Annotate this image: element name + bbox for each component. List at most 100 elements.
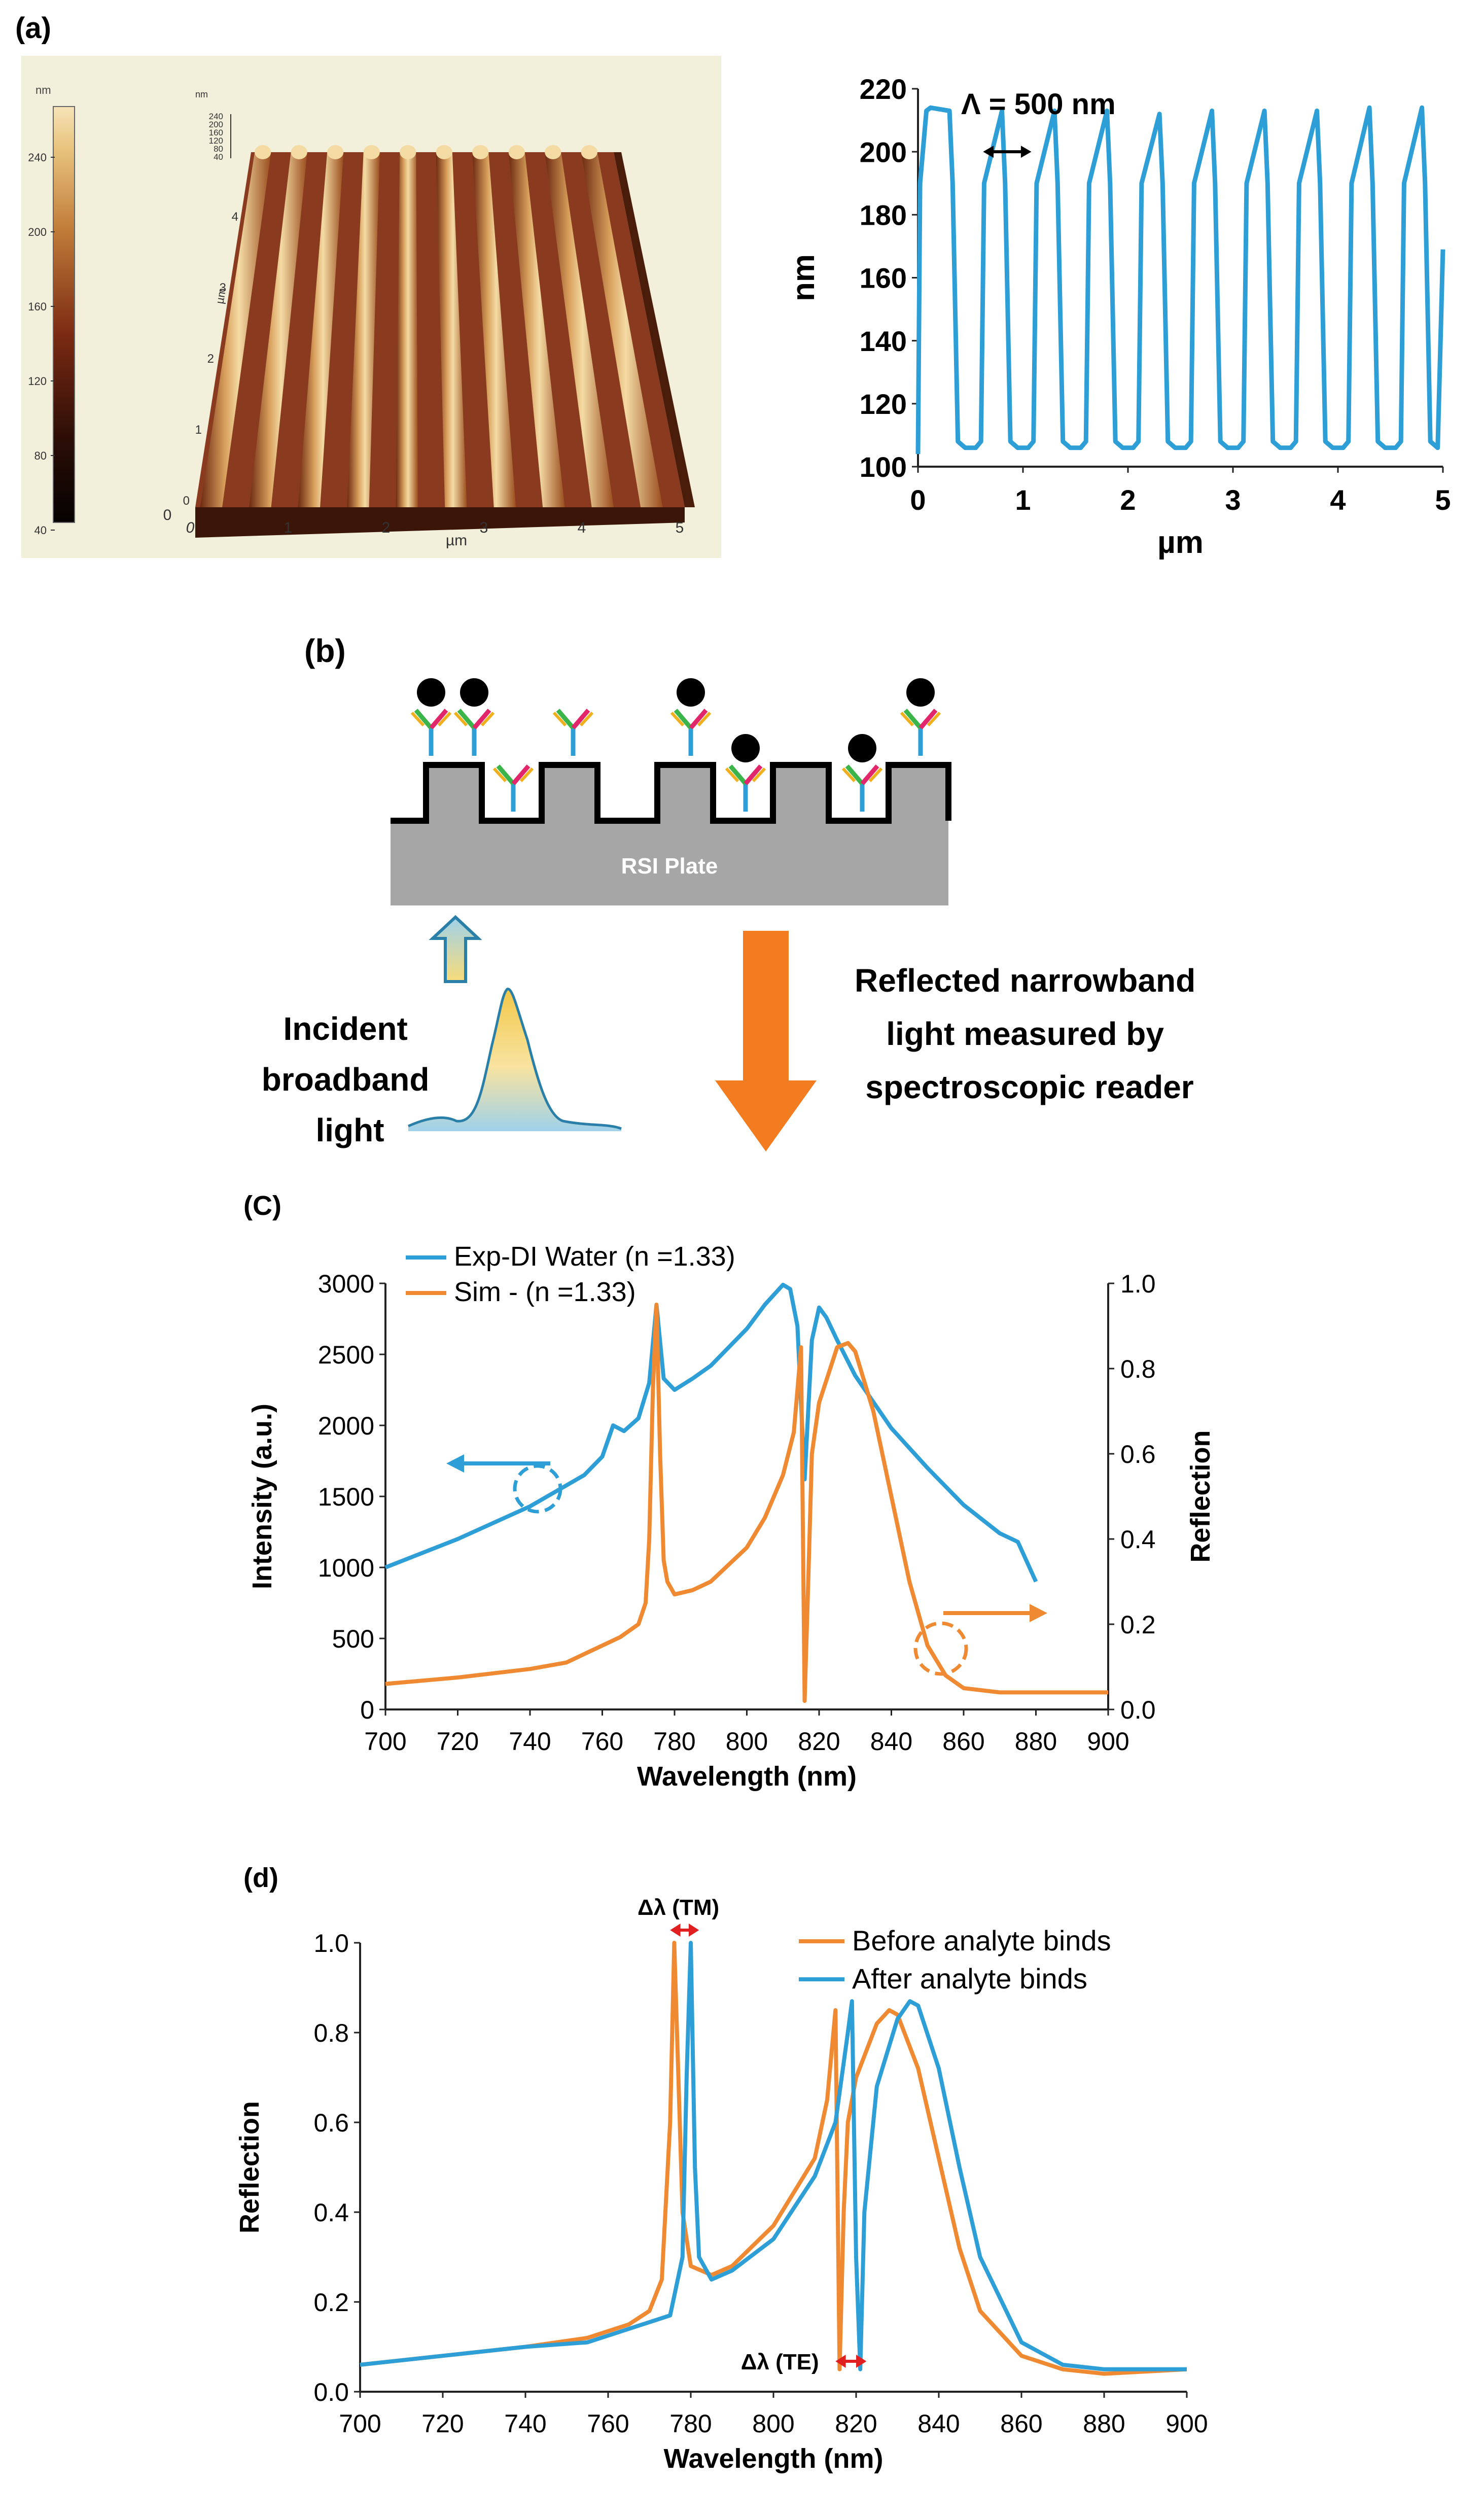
y-tick-label: 160 xyxy=(860,262,907,294)
colorbar-tick: 40 xyxy=(34,524,47,537)
afm-x-tick: 1 xyxy=(284,519,293,536)
afm-x-tick: 2 xyxy=(382,519,391,536)
y-tick-label: 3000 xyxy=(318,1270,374,1298)
antibody-icon xyxy=(552,709,594,756)
x-tick-label: 860 xyxy=(942,1727,984,1756)
label-b: (b) xyxy=(304,633,346,669)
y2-tick-label: 0.6 xyxy=(1120,1440,1156,1469)
afm-y-tick: 0 xyxy=(183,494,190,508)
reflected-label: Reflected narrowband light measured by s… xyxy=(855,962,1205,1105)
x-tick-label: 5 xyxy=(1435,484,1451,516)
x-tick-label: 2 xyxy=(1120,484,1136,516)
series-line-0 xyxy=(360,1941,1187,2376)
colorbar-tick: 200 xyxy=(28,226,47,238)
reflected-line-2: light measured by xyxy=(886,1016,1164,1052)
analyte-icon xyxy=(848,734,876,762)
colorbar-tick: 120 xyxy=(28,375,47,388)
y-axis-label: Intensity (a.u.) xyxy=(247,1404,277,1589)
y-tick-label: 140 xyxy=(860,325,907,357)
incident-spectrum xyxy=(408,989,621,1131)
y-tick-label: 180 xyxy=(860,199,907,231)
incident-line-2: broadband xyxy=(262,1061,430,1098)
analyte-icon xyxy=(460,678,488,707)
afm-ridge xyxy=(396,152,418,507)
series-line-1 xyxy=(385,1303,1108,1703)
z-tick: 240 xyxy=(209,112,223,121)
x-tick-label: 840 xyxy=(870,1727,912,1756)
z-tick: 80 xyxy=(214,144,223,154)
afm-y-tick: 2 xyxy=(207,352,214,366)
x-tick-label: 3 xyxy=(1225,484,1241,516)
x-tick-label: 700 xyxy=(364,1727,406,1756)
antibody-icon xyxy=(410,678,452,756)
y-tick-label: 0.4 xyxy=(313,2198,349,2227)
colorbar-unit: nm xyxy=(36,84,51,96)
analyte-icon xyxy=(677,678,705,707)
x-tick-label: 740 xyxy=(504,2409,546,2438)
series-line-0 xyxy=(384,1282,1038,1583)
x-tick-label: 780 xyxy=(653,1727,695,1756)
y-tick-label: 1500 xyxy=(318,1483,374,1511)
colorbar-tick: 80 xyxy=(34,449,47,462)
x-tick-label: 880 xyxy=(1015,1727,1057,1756)
afm-x-tick: 5 xyxy=(676,519,684,536)
rsi-plate xyxy=(391,819,948,905)
x-tick-label: 900 xyxy=(1087,1727,1129,1756)
afm-y-unit: µm xyxy=(213,287,228,305)
analyte-icon xyxy=(731,734,760,762)
afm-ridge xyxy=(200,152,271,507)
spectrum-chart-c: 700 720 740 760 780 800 820 840 860 880 900 0 500 100… xyxy=(247,1241,1216,1792)
x-tick-label: 720 xyxy=(437,1727,479,1756)
y-axis-label: Reflection xyxy=(234,2101,265,2233)
antibody-icon xyxy=(900,678,941,756)
afm-x-tick: 4 xyxy=(578,519,586,536)
z-tick: 160 xyxy=(209,128,223,137)
x-tick-label: 880 xyxy=(1083,2409,1125,2438)
x-tick-label: 780 xyxy=(669,2409,712,2438)
analyte-icon xyxy=(906,678,935,707)
y-axis-label: nm xyxy=(786,254,821,301)
y-tick-label: 220 xyxy=(860,73,907,105)
afm-y-tick: 4 xyxy=(232,210,238,224)
z-tick: 40 xyxy=(214,152,223,162)
label-c: (C) xyxy=(243,1191,281,1221)
x-tick-label: 800 xyxy=(752,2409,794,2438)
antibody-icon xyxy=(841,734,883,812)
y-tick-label: 120 xyxy=(860,388,907,420)
y-tick-label: 0.0 xyxy=(313,2378,349,2406)
afm-ridge xyxy=(472,152,516,507)
reflected-line-3: spectroscopic reader xyxy=(865,1069,1193,1105)
y2-tick-label: 0.8 xyxy=(1120,1355,1156,1383)
legend-label: Sim - (n =1.33) xyxy=(454,1277,636,1307)
rsi-schematic: RSI Plate Reflected narrowband light mea… xyxy=(262,678,1205,1151)
x-axis-label: Wavelength (nm) xyxy=(663,2443,883,2474)
x-tick-label: 700 xyxy=(339,2409,381,2438)
y2-tick-label: 0.4 xyxy=(1120,1525,1156,1554)
antibody-icon xyxy=(725,734,766,812)
incident-label: Incident broadband light xyxy=(262,1010,438,1148)
afm-ridge xyxy=(249,152,307,507)
x-tick-label: 760 xyxy=(587,2409,629,2438)
afm-ridge xyxy=(298,152,344,507)
x-tick-label: 740 xyxy=(509,1727,551,1756)
y2-tick-label: 1.0 xyxy=(1120,1270,1156,1298)
y-tick-label: 1.0 xyxy=(313,1929,349,1958)
z-tick: 120 xyxy=(209,136,223,146)
legend-label: Exp-DI Water (n =1.33) xyxy=(454,1241,735,1272)
afm-origin: 0 xyxy=(163,507,172,523)
incident-line-1: Incident xyxy=(283,1010,407,1047)
te-shift-label: Δλ (TE) xyxy=(741,2350,819,2374)
analyte-icon xyxy=(417,678,445,707)
y-tick-label: 500 xyxy=(332,1625,374,1653)
y-tick-label: 1000 xyxy=(318,1554,374,1582)
x-tick-label: 720 xyxy=(421,2409,464,2438)
y2-tick-label: 0.2 xyxy=(1120,1611,1156,1639)
tm-shift-label: Δλ (TM) xyxy=(638,1895,719,1920)
afm-ridge xyxy=(581,152,663,507)
incident-line-3: light xyxy=(315,1112,384,1148)
spectrum-chart-d: 700 720 740 760 780 800 820 840 860 880 900 0.0 0.2 0… xyxy=(234,1895,1208,2474)
incident-arrow xyxy=(429,915,482,983)
afm-ridge xyxy=(347,152,380,507)
x-tick-label: 760 xyxy=(581,1727,623,1756)
